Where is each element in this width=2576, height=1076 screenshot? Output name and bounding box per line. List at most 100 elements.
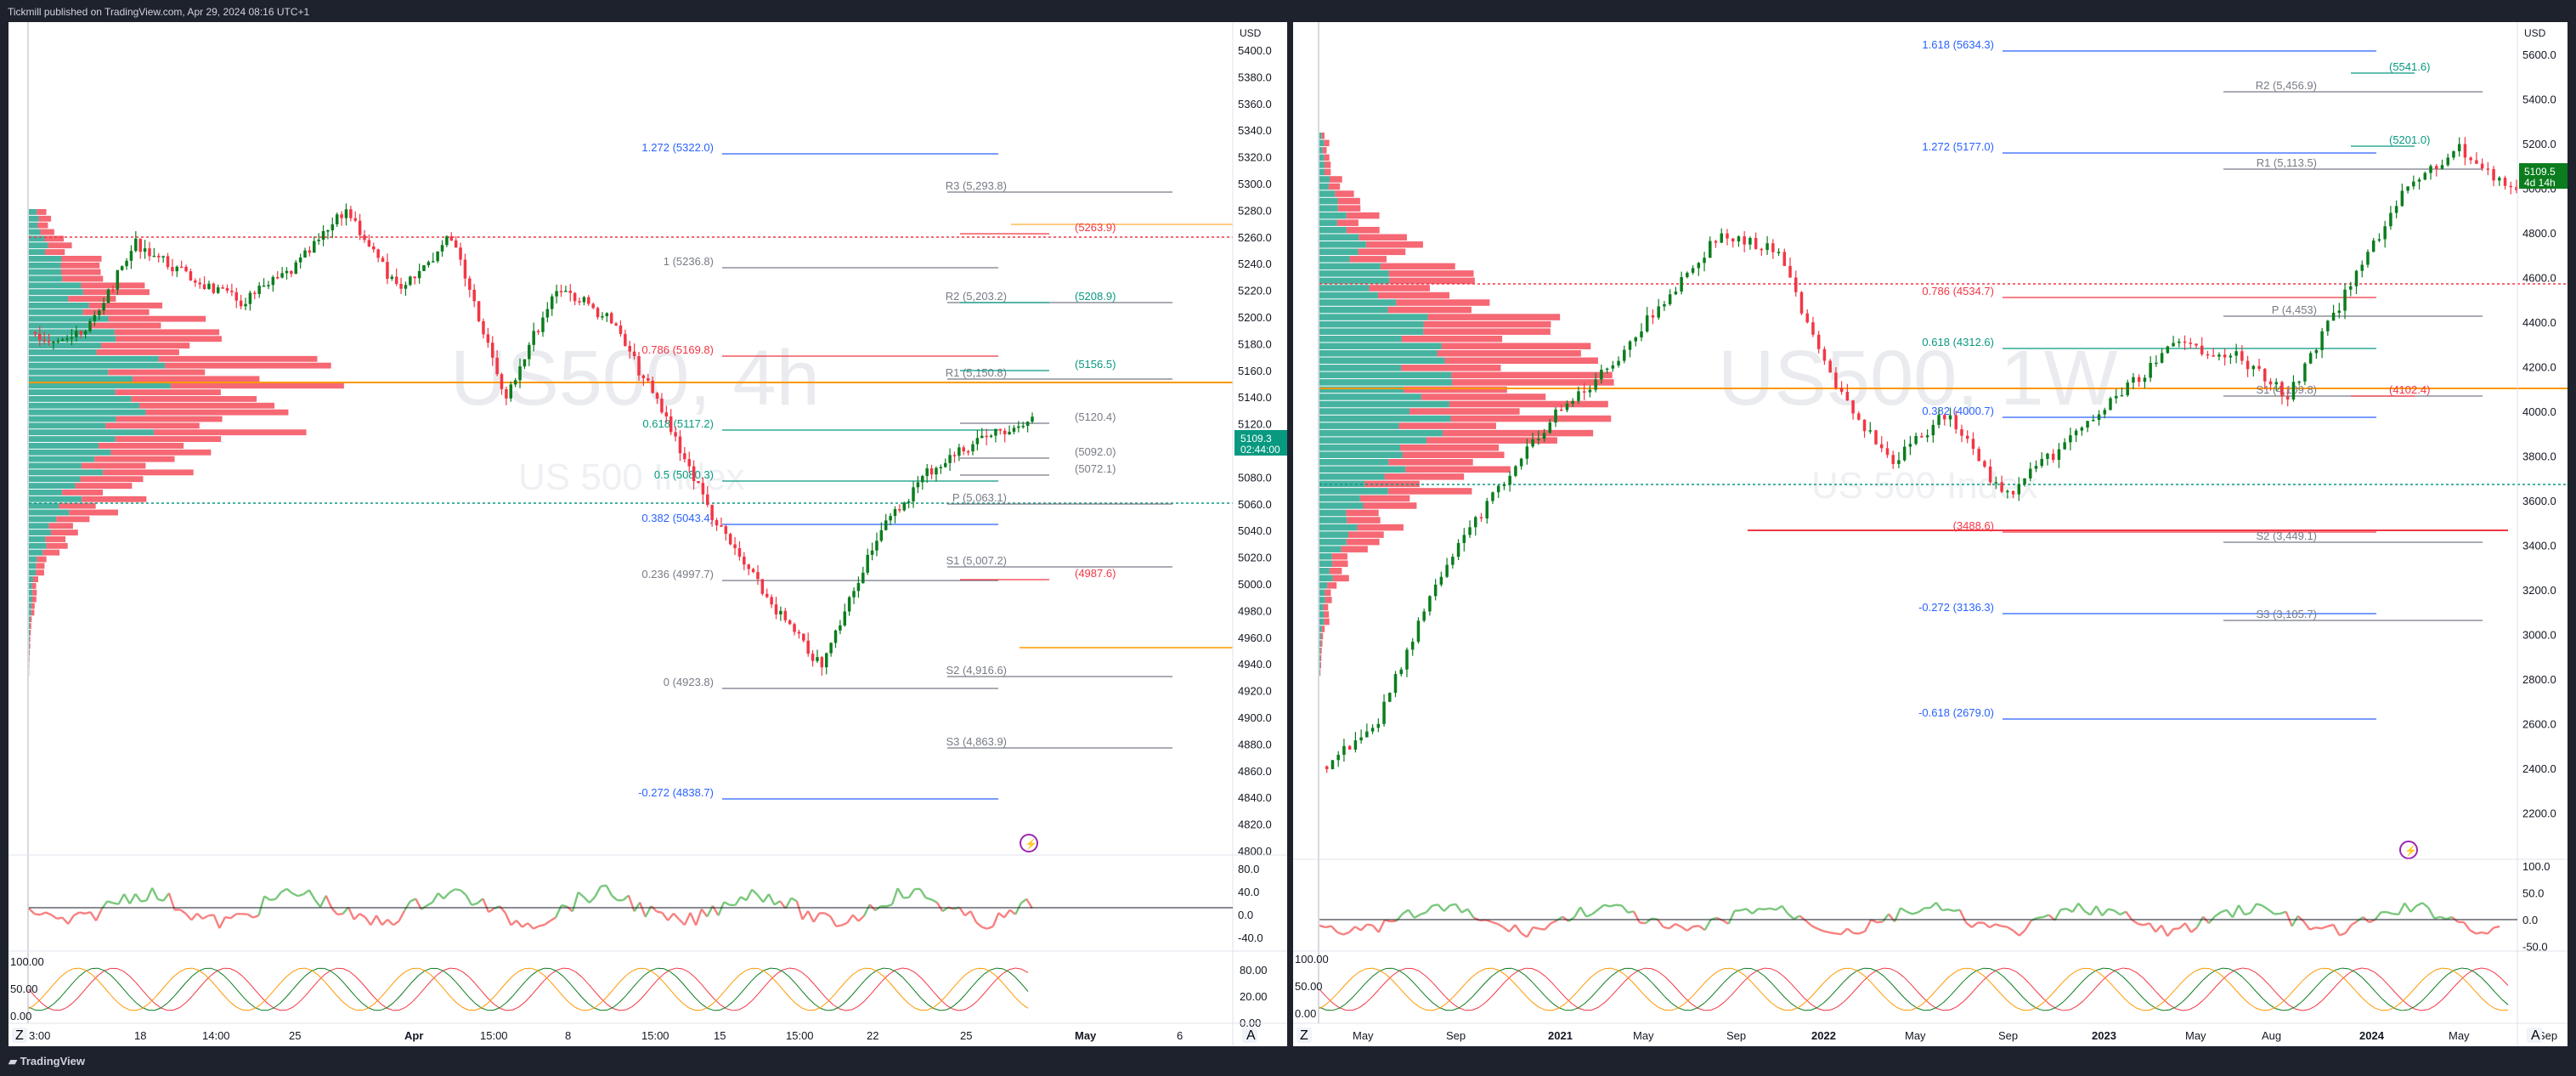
stoch-line	[1578, 1007, 1585, 1011]
volume-bar	[37, 222, 48, 229]
stoch-line	[393, 976, 400, 983]
stoch-line	[1670, 983, 1679, 991]
fib-label: 1 (5236.8)	[664, 255, 714, 268]
candle	[2200, 345, 2204, 354]
stoch-line	[2122, 996, 2130, 1004]
rsi-line	[67, 915, 75, 925]
price-tick-label: 5280.0	[1238, 204, 1272, 217]
stoch-line	[531, 967, 539, 971]
goto-date-button[interactable]: Z	[1296, 1028, 1312, 1043]
candle	[1537, 439, 1540, 440]
chart-panel-left[interactable]: US500, 4h US 500 Index 1.272 (5322.0) 1 (…	[8, 22, 1287, 1046]
rsi-line	[2321, 925, 2328, 930]
fib-label: (5120.4)	[1075, 411, 1116, 423]
stoch-line	[1737, 980, 1745, 988]
volume-bar	[1444, 357, 1598, 365]
stoch-line	[443, 971, 450, 977]
candle	[802, 633, 805, 641]
stoch-line	[933, 992, 941, 1000]
stoch-line	[179, 1002, 187, 1008]
volume-bar	[29, 389, 116, 395]
price-axis[interactable]: 5600.05400.05200.05000.04800.04600.04400…	[2522, 48, 2556, 820]
rsi-line	[84, 911, 91, 915]
volume-bar	[1346, 212, 1380, 219]
rsi-line	[269, 898, 276, 902]
candles	[1325, 137, 2518, 773]
stoch-line	[518, 1001, 526, 1008]
chart-panel-right[interactable]: US500, 1W US 500 Index 1.618 (5634.3) 1.2…	[1293, 22, 2568, 1046]
stoch-line	[1378, 981, 1387, 990]
time-axis[interactable]: 3:00 18 14:00 25 Apr 15:00 8 15:00 15 15:00 22 25 Ma…	[29, 1029, 1183, 1042]
stoch-line	[1771, 968, 1778, 972]
volume-bar	[1319, 488, 1388, 495]
candle	[2291, 382, 2296, 400]
stoch-line	[2381, 977, 2389, 986]
volume-bar	[69, 509, 118, 516]
rsi-line	[1663, 926, 1670, 930]
volume-bar	[1319, 365, 1402, 371]
stoch-line	[2481, 967, 2488, 970]
stoch-line	[933, 1008, 941, 1011]
stoch-line	[2355, 967, 2363, 971]
stoch-line	[1837, 981, 1844, 989]
time-axis[interactable]: May Sep 2021 May Sep 2022 May Sep 2023 May Aug 2024…	[1353, 1029, 2557, 1042]
auto-scale-button[interactable]: A	[1242, 1028, 1257, 1043]
candle	[1879, 444, 1884, 449]
stoch-line	[568, 1002, 576, 1008]
chart-canvas-right[interactable]: US500, 1W US 500 Index 1.618 (5634.3)1.2…	[1293, 22, 2568, 1046]
tradingview-logo[interactable]: ▰ TradingView	[8, 1055, 85, 1068]
volume-bar	[32, 576, 38, 582]
stoch-line	[669, 971, 677, 977]
candle	[225, 287, 229, 292]
rsi-line	[364, 916, 372, 926]
rsi-line	[1432, 903, 1438, 907]
time-tick-label: May	[1075, 1029, 1097, 1042]
stoch-line	[161, 1003, 168, 1009]
candle	[134, 238, 138, 252]
stoch-tick-label: 0.00	[10, 1010, 31, 1022]
stoch-line	[657, 973, 664, 981]
stoch-line	[235, 1006, 243, 1011]
auto-scale-button[interactable]: A	[2527, 1028, 2542, 1043]
stoch-line	[1844, 975, 1851, 983]
stoch-line	[405, 1001, 413, 1008]
stoch-line	[958, 994, 966, 1002]
candle	[2017, 484, 2021, 495]
volume-bar	[1396, 299, 1490, 306]
goto-date-button[interactable]: Z	[12, 1028, 27, 1043]
lightning-icon[interactable]	[2399, 841, 2418, 859]
stoch-line	[2427, 986, 2436, 995]
chart-canvas-left[interactable]: US500, 4h US 500 Index 1.272 (5322.0)1 (…	[8, 22, 1287, 1046]
stoch-line	[2421, 974, 2429, 982]
candle	[751, 569, 755, 573]
stoch-line	[845, 975, 853, 983]
rsi-line	[1539, 927, 1545, 931]
stoch-line	[104, 987, 111, 995]
candle	[1577, 391, 1580, 401]
rsi-line	[2433, 915, 2441, 920]
stoch-line	[172, 1006, 180, 1011]
candle	[793, 624, 796, 632]
rsi-line	[2155, 924, 2163, 933]
rsi-line	[157, 898, 164, 902]
stoch-line	[588, 1007, 595, 1011]
stoch-line	[870, 968, 878, 972]
volume-bar	[105, 422, 200, 429]
volume-bar	[1325, 168, 1331, 176]
stoch-line	[342, 968, 350, 972]
stoch-line	[2415, 1008, 2422, 1011]
time-tick-label: 15:00	[480, 1029, 508, 1042]
rsi-line	[2256, 903, 2263, 907]
stoch-line	[2149, 1006, 2156, 1011]
stoch-line	[2415, 980, 2422, 988]
stoch-line	[78, 988, 86, 997]
candle	[381, 258, 385, 263]
lightning-icon[interactable]	[1020, 834, 1038, 852]
stoch-line	[286, 1006, 293, 1011]
rsi-line	[2042, 914, 2049, 919]
stoch-line	[625, 988, 633, 996]
stoch-line	[1571, 1007, 1579, 1011]
rsi-line	[1437, 903, 1445, 912]
candle	[482, 320, 485, 335]
rsi-line	[1656, 918, 1664, 928]
